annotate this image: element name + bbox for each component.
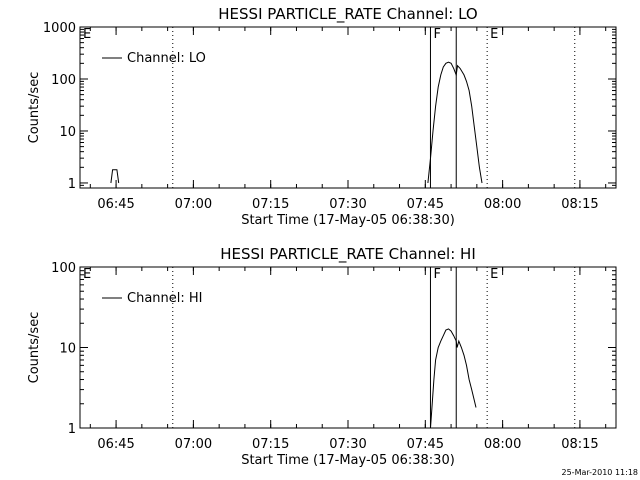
- x-tick-label: 07:30: [329, 197, 366, 212]
- x-tick-label: 07:00: [175, 437, 212, 452]
- x-tick-label: 07:30: [329, 437, 366, 452]
- series-line: [427, 61, 483, 184]
- series-line: [430, 328, 477, 429]
- marker-label: E: [490, 267, 498, 282]
- y-tick-label: 100: [51, 261, 76, 276]
- x-tick-label: 07:45: [407, 437, 444, 452]
- x-tick-label: 06:45: [97, 437, 134, 452]
- x-tick-label: 07:15: [252, 197, 289, 212]
- x-tick-label: 07:45: [407, 197, 444, 212]
- y-tick-label: 1: [68, 422, 76, 437]
- marker-label: E: [83, 267, 91, 282]
- y-tick-label: 100: [51, 73, 76, 88]
- x-tick-label: 07:15: [252, 437, 289, 452]
- x-tick-label: 06:45: [97, 197, 134, 212]
- timestamp: 25-Mar-2010 11:18: [562, 468, 639, 477]
- x-axis-label: Start Time (17-May-05 06:38:30): [241, 453, 455, 468]
- chart-title: HESSI PARTICLE_RATE Channel: LO: [218, 5, 477, 24]
- chart-panel-channello: HESSI PARTICLE_RATE Channel: LO Counts/se…: [27, 5, 617, 228]
- legend-label: Channel: LO: [127, 51, 206, 66]
- y-axis-label: Counts/sec: [27, 72, 42, 144]
- marker-label: E: [490, 27, 498, 42]
- chart-panel-channelhi: HESSI PARTICLE_RATE Channel: HI Counts/se…: [27, 245, 617, 468]
- x-tick-label: 08:15: [561, 197, 598, 212]
- y-tick-label: 10: [59, 125, 76, 140]
- x-tick-label: 08:00: [484, 437, 521, 452]
- x-tick-label: 08:00: [484, 197, 521, 212]
- marker-label: F: [433, 267, 440, 282]
- chart-title: HESSI PARTICLE_RATE Channel: HI: [220, 245, 476, 264]
- x-axis-label: Start Time (17-May-05 06:38:30): [241, 213, 455, 228]
- y-axis-label: Counts/sec: [27, 312, 42, 384]
- x-tick-label: 07:00: [175, 197, 212, 212]
- series-line: [110, 169, 120, 184]
- x-tick-label: 08:15: [561, 437, 598, 452]
- y-tick-label: 10: [59, 342, 76, 357]
- y-tick-label: 1000: [43, 21, 76, 36]
- y-tick-label: 1: [68, 177, 76, 192]
- legend-label: Channel: HI: [127, 291, 203, 306]
- marker-label: F: [433, 27, 440, 42]
- marker-label: E: [83, 27, 91, 42]
